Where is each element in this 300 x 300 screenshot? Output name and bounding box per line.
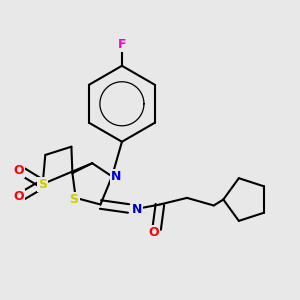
Text: F: F — [118, 38, 126, 51]
Text: N: N — [111, 170, 121, 183]
Text: S: S — [38, 178, 47, 190]
Text: N: N — [132, 203, 142, 216]
Text: O: O — [13, 164, 24, 177]
Text: O: O — [149, 226, 159, 239]
Text: O: O — [13, 190, 24, 203]
Text: S: S — [70, 193, 79, 206]
Text: F: F — [118, 38, 126, 51]
